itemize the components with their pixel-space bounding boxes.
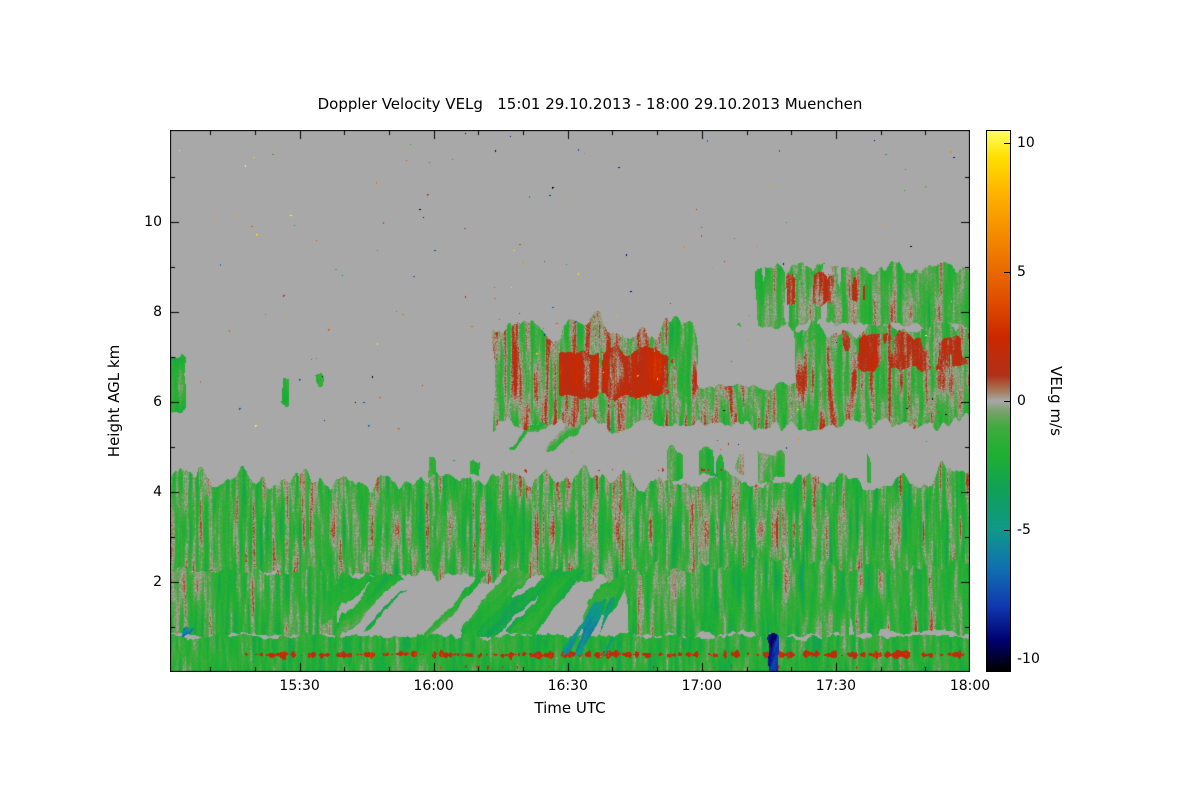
colorbar-tick-label: -10 bbox=[1017, 651, 1040, 668]
colorbar-tick-label: -5 bbox=[1017, 522, 1031, 539]
y-tick-label: 4 bbox=[153, 484, 162, 501]
x-tick-label: 16:00 bbox=[413, 678, 454, 694]
colorbar-tick-mark bbox=[1004, 401, 1010, 402]
y-tick-label: 2 bbox=[153, 574, 162, 591]
colorbar-tick-label: 10 bbox=[1017, 134, 1035, 151]
colorbar-tick-label: 5 bbox=[1017, 263, 1026, 280]
x-axis-label: Time UTC bbox=[534, 699, 606, 717]
x-tick-label: 18:00 bbox=[949, 678, 991, 694]
chart-title: Doppler Velocity VELg 15:01 29.10.2013 -… bbox=[317, 95, 863, 113]
heatmap-canvas bbox=[170, 130, 970, 672]
x-tick-label: 16:30 bbox=[547, 678, 588, 694]
y-tick-label: 8 bbox=[153, 304, 162, 321]
colorbar-tick-mark bbox=[1004, 530, 1010, 531]
colorbar-tick-mark bbox=[1004, 659, 1010, 660]
x-tick-label: 15:30 bbox=[279, 678, 320, 694]
plot-area bbox=[170, 130, 970, 672]
y-tick-label: 6 bbox=[153, 394, 162, 411]
x-tick-label: 17:30 bbox=[815, 678, 857, 694]
y-tick-label: 10 bbox=[144, 214, 162, 231]
x-tick-label: 17:00 bbox=[681, 678, 722, 694]
colorbar-tick-mark bbox=[1004, 272, 1010, 273]
colorbar-tick-label: 0 bbox=[1017, 393, 1026, 409]
colorbar-tick-mark bbox=[1004, 143, 1010, 144]
